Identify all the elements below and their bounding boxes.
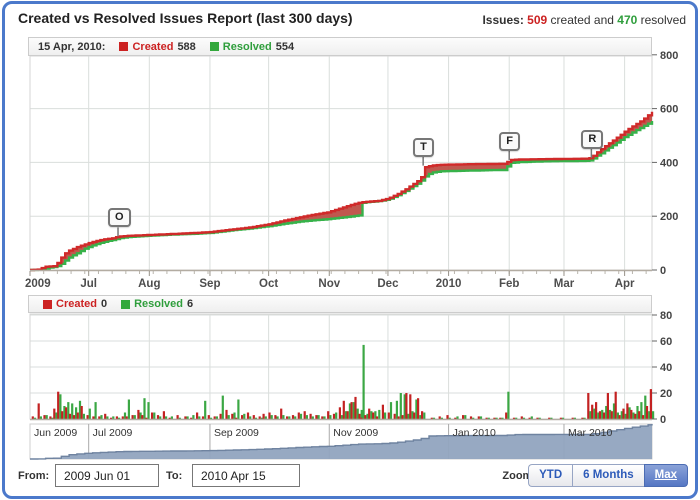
created-value: 588	[177, 40, 196, 53]
main-chart-legend: 15 Apr, 2010: Created 588 Resolved 554	[28, 37, 652, 56]
svg-text:400: 400	[660, 157, 678, 169]
issues-summary: Issues: 509 created and 470 resolved	[482, 13, 686, 27]
from-date-input[interactable]	[55, 464, 159, 487]
svg-text:20: 20	[660, 388, 672, 400]
svg-text:40: 40	[660, 362, 672, 374]
legend-date: 15 Apr, 2010:	[38, 40, 106, 53]
svg-text:Feb: Feb	[499, 278, 519, 290]
created-label: Created	[56, 298, 97, 310]
cumulative-series	[30, 111, 654, 272]
svg-text:600: 600	[660, 104, 678, 116]
zoom-6months-button[interactable]: 6 Months	[572, 464, 644, 487]
issues-resolved-count: 470	[617, 13, 638, 27]
created-label: Created	[132, 40, 174, 53]
svg-text:80: 80	[660, 310, 672, 322]
svg-text:Jan 2010: Jan 2010	[453, 427, 496, 439]
zoom-label: Zoom:	[502, 470, 536, 482]
svg-text:Oct: Oct	[259, 278, 278, 290]
x-axis-labels: 2009 Jul Aug Sep Oct Nov Dec 2010 Feb Mar Apr	[25, 278, 635, 290]
issues-created-count: 509	[527, 13, 548, 27]
navigator[interactable]	[30, 424, 652, 459]
resolved-value: 554	[275, 40, 295, 53]
svg-text:2009: 2009	[25, 278, 51, 290]
svg-text:Aug: Aug	[138, 278, 160, 290]
svg-text:Jul: Jul	[80, 278, 97, 290]
resolved-swatch-icon	[121, 299, 131, 309]
bottom-chart-legend: Created 0 Resolved 6	[28, 295, 652, 313]
resolved-swatch-icon	[209, 42, 219, 51]
resolved-label: Resolved	[134, 298, 184, 310]
svg-text:Nov: Nov	[318, 278, 340, 290]
flag-O[interactable]: O	[108, 208, 131, 228]
navigator-chart	[29, 423, 653, 460]
zoom-max-button[interactable]: Max	[643, 464, 688, 487]
to-date-input[interactable]	[192, 464, 300, 487]
issues-created-word: created and	[550, 13, 614, 27]
controls-bar: From: To: Zoom: YTD 6 Months Max	[0, 460, 700, 494]
svg-text:60: 60	[660, 336, 672, 348]
svg-text:Jun 2009: Jun 2009	[34, 427, 77, 439]
svg-text:Mar: Mar	[554, 278, 575, 290]
svg-text:0: 0	[660, 414, 666, 426]
page-title: Created vs Resolved Issues Report (last …	[18, 10, 353, 26]
svg-text:2010: 2010	[436, 278, 462, 290]
svg-text:Jul 2009: Jul 2009	[93, 427, 133, 439]
from-label: From:	[18, 470, 50, 482]
main-plot-area[interactable]	[30, 56, 652, 270]
svg-text:200: 200	[660, 211, 678, 223]
flag-T[interactable]: T	[413, 137, 434, 157]
created-swatch-icon	[43, 299, 52, 309]
issues-resolved-word: resolved	[640, 13, 686, 27]
svg-text:Dec: Dec	[377, 278, 399, 290]
svg-text:Apr: Apr	[615, 278, 635, 290]
zoom-ytd-button[interactable]: YTD	[528, 464, 573, 487]
svg-text:Sep 2009: Sep 2009	[214, 427, 259, 439]
flag-R[interactable]: R	[581, 129, 604, 149]
resolved-label: Resolved	[222, 40, 272, 53]
svg-text:Nov 2009: Nov 2009	[333, 427, 378, 439]
created-swatch-icon	[119, 42, 129, 51]
issues-label: Issues:	[482, 13, 524, 27]
svg-text:0: 0	[660, 265, 666, 277]
svg-text:Mar 2010: Mar 2010	[568, 427, 613, 439]
daily-plot-area[interactable]	[30, 314, 652, 419]
to-label: To:	[166, 470, 183, 482]
svg-text:Sep: Sep	[199, 278, 220, 290]
zoom-button-group: YTD 6 Months Max	[528, 464, 688, 487]
daily-bars	[31, 344, 655, 419]
svg-text:800: 800	[660, 50, 678, 62]
resolved-value: 6	[187, 298, 194, 310]
navigator-labels: Jun 2009 Jul 2009 Sep 2009 Nov 2009 Jan 2010…	[34, 427, 612, 439]
created-value: 0	[100, 298, 108, 310]
flag-F[interactable]: F	[499, 131, 520, 151]
